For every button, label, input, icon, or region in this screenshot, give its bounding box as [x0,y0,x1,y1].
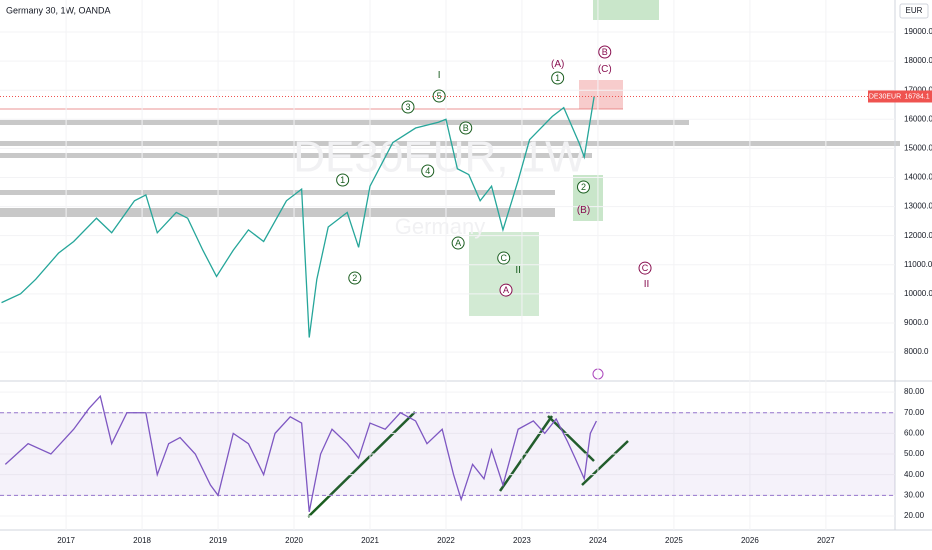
x-tick-label: 2018 [133,536,151,545]
wave-circle [638,261,652,275]
wave-circle [551,71,565,85]
wave-circle [499,283,513,297]
wave-label: II [515,265,521,276]
trend-line [498,415,554,492]
wave-label: 4 [425,166,430,176]
x-tick-label: 2023 [513,536,531,545]
y-tick-label: 80.00 [904,387,925,396]
currency-box[interactable] [899,3,929,19]
trend-line [581,440,629,486]
x-tick-label: 2017 [57,536,75,545]
x-tick-label: 2025 [665,536,683,545]
y-tick-label: 16000.0 [904,114,932,123]
chart-title: Germany 30, 1W, OANDA [6,5,111,15]
y-tick-label: 14000.0 [904,173,932,182]
wave-label: 2 [352,273,357,283]
drawings [0,0,900,518]
level-band [0,120,689,125]
y-tick-label: 17000.0 [904,85,932,94]
last-price-box [902,90,932,103]
y-tick-label: 13000.0 [904,202,932,211]
trend-line [547,415,595,462]
wave-circle [348,271,362,285]
series-line [4,394,597,512]
x-tick-label: 2027 [817,536,835,545]
wave-circle [576,180,590,194]
level-band [0,208,555,217]
x-tick-label: 2021 [361,536,379,545]
x-tick-label: 2024 [589,536,607,545]
level-band [0,141,900,146]
series-line [1,96,595,338]
wave-label: 3 [405,102,410,112]
x-tick-label: 2022 [437,536,455,545]
y-tick-label: 70.00 [904,408,925,417]
wave-label: C [500,253,507,263]
wave-label: A [455,238,461,248]
y-tick-label: 10000.0 [904,289,932,298]
y-tick-label: 40.00 [904,470,925,479]
wave-label: B [463,123,469,133]
x-tick-label: 2020 [285,536,303,545]
last-price-name: DE30EUR [869,93,901,100]
currency[interactable]: EUR [906,6,923,15]
y-tick-label: 30.00 [904,490,925,499]
y-tick-label: 15000.0 [904,144,932,153]
wave-circle [421,164,435,178]
y-tick-label: 50.00 [904,449,925,458]
wave-label: 5 [437,91,442,101]
wave-label: I [438,70,441,81]
watermark-sub: Germany [395,214,485,239]
last-price-name-box [868,90,902,103]
y-tick-label: 9000.0 [904,318,929,327]
wave-label: 1 [340,175,345,185]
wave-label: C [642,263,649,273]
wave-label: 1 [555,73,560,83]
level-band [0,190,555,195]
level-band [0,153,592,158]
y-tick-label: 8000.0 [904,347,929,356]
rsi-band [0,412,895,496]
zone [593,0,659,20]
trend-line [307,411,416,518]
wave-label: A [503,285,509,295]
last-price-value: 16784.1 [904,93,929,100]
wave-circle [459,121,473,135]
wave-circle [432,89,446,103]
wave-label: II [644,279,650,290]
y-tick-label: 60.00 [904,428,925,437]
y-tick-label: 12000.0 [904,231,932,240]
y-tick-label: 20.00 [904,511,925,520]
zone [579,80,623,109]
x-tick-label: 2019 [209,536,227,545]
y-tick-label: 18000.0 [904,56,932,65]
y-tick-label: 11000.0 [904,260,932,269]
wave-circle [401,100,415,114]
wave-label: (C) [598,64,612,75]
wave-label: (B) [577,205,590,216]
wave-circle [497,251,511,265]
wave-circle [336,173,350,187]
wave-label: (A) [551,59,564,70]
y-tick-label: 19000.0 [904,27,932,36]
x-tick-label: 2026 [741,536,759,545]
wave-circle [451,236,465,250]
watermark: DE30EUR, 1W [293,133,587,182]
wave-label: 2 [581,182,586,192]
zone [469,232,539,316]
wave-label: B [602,47,608,57]
wave-circle [598,45,612,59]
